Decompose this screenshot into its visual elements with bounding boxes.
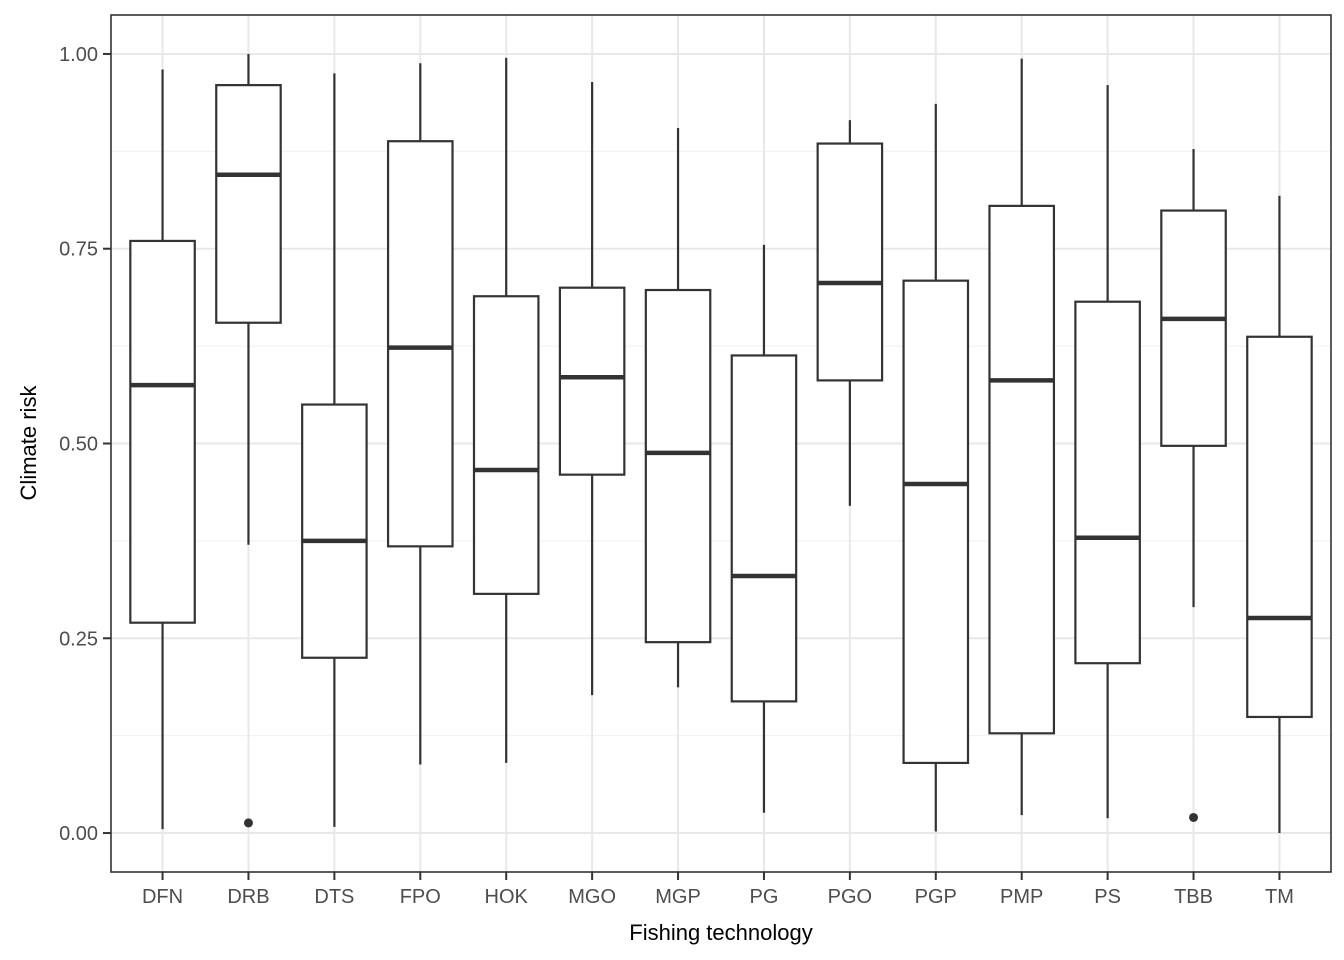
x-tick-label: TM — [1265, 886, 1294, 908]
iqr-box — [472, 295, 540, 595]
x-tick-label: PG — [750, 886, 779, 908]
x-tick-label: FPO — [400, 886, 441, 908]
boxplot-PMP — [988, 58, 1056, 816]
boxplot-PGO — [816, 120, 884, 506]
boxplot-DTS — [301, 73, 368, 827]
iqr-box — [129, 239, 196, 624]
iqr-box — [1246, 335, 1313, 719]
y-tick-label: 0.25 — [59, 628, 98, 650]
y-tick-label: 0.00 — [59, 823, 98, 845]
boxplot-PS — [1074, 85, 1141, 819]
boxplot-DRB — [215, 53, 282, 828]
boxplot-TM — [1246, 195, 1313, 834]
outlier-point — [1189, 812, 1199, 822]
iqr-box — [644, 288, 712, 644]
x-tick-label: DRB — [227, 886, 269, 908]
iqr-box — [215, 84, 282, 324]
iqr-box — [816, 142, 884, 382]
iqr-box — [988, 204, 1056, 735]
iqr-box — [902, 279, 970, 765]
iqr-box — [1160, 209, 1227, 447]
boxplot-DFN — [129, 69, 196, 830]
x-tick-label: PS — [1094, 886, 1121, 908]
x-tick-label: PGP — [915, 886, 957, 908]
outlier-point — [243, 818, 253, 828]
boxplot-FPO — [386, 63, 454, 765]
iqr-box — [386, 140, 454, 548]
y-tick-label: 0.75 — [59, 239, 98, 261]
iqr-box — [301, 403, 368, 659]
y-tick-label: 0.50 — [59, 434, 98, 456]
boxplot-HOK — [472, 57, 540, 763]
boxplot-PG — [730, 244, 798, 813]
iqr-box — [730, 354, 798, 703]
boxplot-PGP — [902, 103, 970, 832]
x-tick-label: PMP — [1000, 886, 1043, 908]
boxplot-TBB — [1160, 149, 1227, 822]
plot-panel: 0.00 0.25 0.50 0.75 1.00 DFN DRB DTS FPO HOK MGO MG… — [59, 14, 1332, 908]
y-tick-label: 1.00 — [59, 44, 98, 66]
y-axis-title: Climate risk — [16, 385, 41, 501]
x-tick-label: HOK — [485, 886, 529, 908]
iqr-box — [558, 286, 626, 476]
x-tick-label: PGO — [828, 886, 872, 908]
x-tick-label: MGO — [568, 886, 616, 908]
x-tick-label: DFN — [142, 886, 183, 908]
boxplot-MGP — [644, 127, 712, 688]
x-tick-label: MGP — [655, 886, 701, 908]
x-axis-title: Fishing technology — [629, 920, 812, 945]
boxplot-MGO — [558, 82, 626, 696]
iqr-box — [1074, 300, 1141, 665]
x-tick-label: TBB — [1174, 886, 1213, 908]
x-tick-label: DTS — [314, 886, 354, 908]
